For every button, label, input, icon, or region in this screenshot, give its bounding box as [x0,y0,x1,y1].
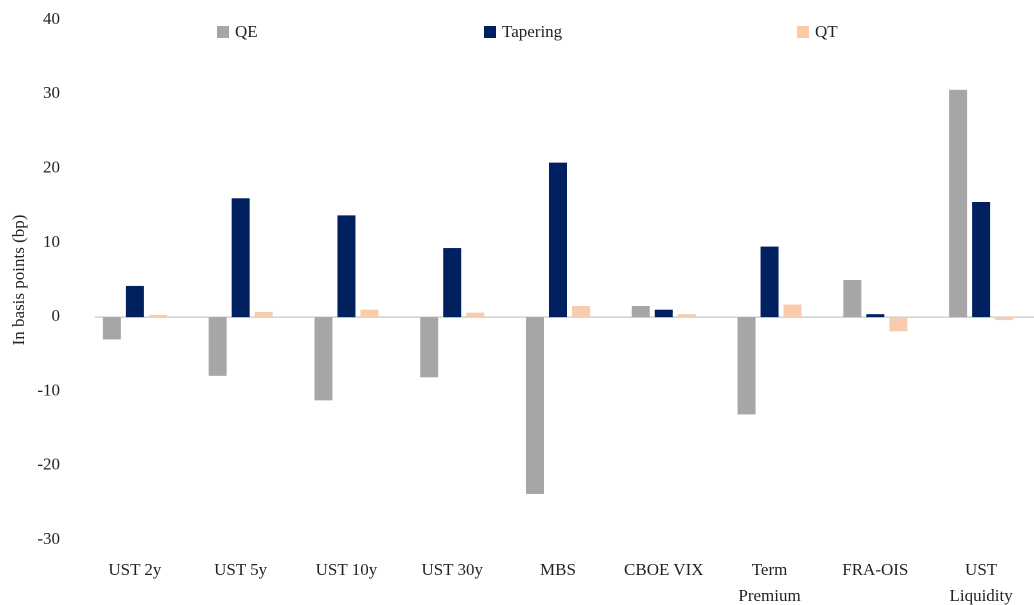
legend-label: Tapering [502,22,563,41]
x-tick-label: UST 2y [108,560,162,579]
y-axis-label: In basis points (bp) [9,215,28,346]
y-tick-label: -20 [37,455,60,474]
x-tick-label: UST 5y [214,560,268,579]
x-tick-label: UST 10y [316,560,378,579]
bar [102,317,121,340]
bar [254,311,273,318]
legend-label: QT [815,22,838,41]
bar [654,309,673,318]
x-tick-label: CBOE VIX [624,560,704,579]
bar [208,317,227,376]
bar [843,280,862,318]
bar [737,317,756,415]
legend-swatch [484,26,496,38]
x-tick-label: UST 30y [421,560,483,579]
bar [889,317,908,332]
y-tick-label: -10 [37,380,60,399]
bar [443,248,462,318]
bar [572,306,590,318]
bar [466,312,485,318]
x-tick-label: MBS [540,560,576,579]
legend-swatch [217,26,229,38]
x-tick-label: UST Liquidity [949,560,1013,605]
legend-swatch [797,26,809,38]
legend-label: QE [235,22,258,41]
bar [949,89,968,318]
y-tick-label: -30 [37,529,60,548]
bar [526,317,544,494]
y-tick-label: 30 [43,83,60,102]
bar [125,285,144,318]
y-tick-label: 20 [43,157,60,176]
y-tick-label: 40 [43,9,60,28]
bar [995,317,1014,321]
bar [549,162,567,318]
bar [760,246,779,318]
bar [314,317,333,401]
bar [972,202,991,318]
bar [783,304,802,318]
bar [337,215,356,318]
bar [148,314,167,318]
bar [631,306,650,318]
bar [360,309,379,318]
y-tick-label: 10 [43,232,60,251]
bar [866,314,885,318]
bar [677,314,696,318]
bar [420,317,439,378]
x-tick-label: Term Premium [738,560,800,605]
x-tick-label: FRA-OIS [842,560,908,579]
y-tick-label: 0 [52,306,61,325]
bar [231,198,250,318]
